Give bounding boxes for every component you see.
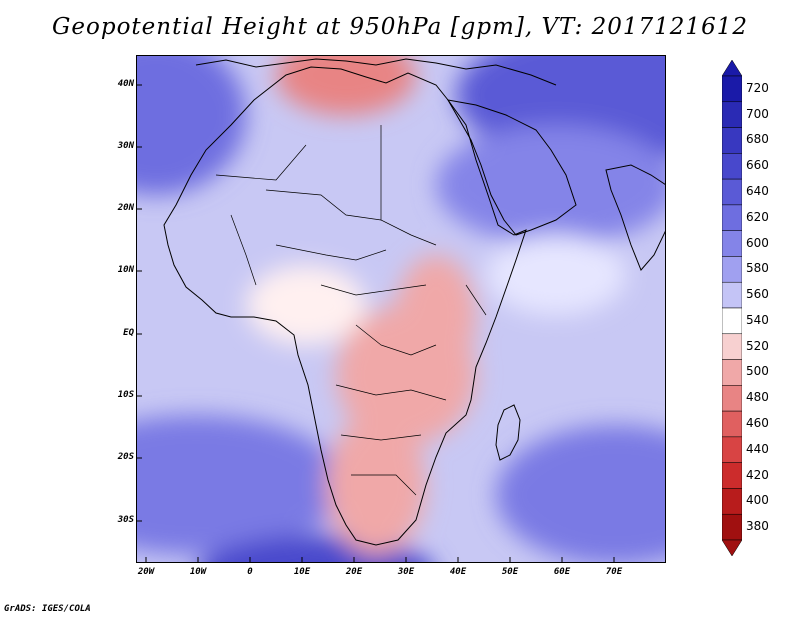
colorbar-top-arrow (722, 60, 742, 77)
colorbar-swatch (722, 333, 742, 360)
colorbar-label: 540 (746, 312, 769, 327)
madagascar-outline (495, 404, 521, 461)
colorbar-swatch (722, 75, 742, 103)
colorbar-label: 640 (746, 184, 769, 198)
chart-title: Geopotential Height at 950hPa [gpm], VT:… (52, 14, 748, 40)
lon-label-70e: 70E (605, 567, 623, 577)
colorbar-swatch (722, 153, 742, 180)
high-northwest (136, 55, 246, 195)
colorbar-label: 380 (746, 519, 769, 534)
colorbar-swatch (722, 101, 742, 128)
colorbar-swatch (722, 178, 742, 206)
lat-label-40n: 40N (117, 79, 134, 89)
lon-label-30e: 30E (397, 567, 415, 577)
colorbar-label: 460 (746, 416, 769, 430)
colorbar-swatch (722, 204, 742, 231)
lat-label-eq: EQ (123, 328, 134, 338)
colorbar-label: 600 (746, 235, 769, 250)
colorbar-label: 480 (746, 390, 769, 405)
lon-label-20e: 20E (345, 567, 363, 577)
high-mideast (436, 125, 666, 245)
colorbar-swatch (722, 513, 742, 541)
low-arabian-sea (486, 235, 626, 315)
colorbar-swatch (722, 127, 742, 154)
map-frame (136, 55, 666, 563)
colorbar-swatch (722, 385, 742, 412)
india-outline (605, 164, 666, 271)
lat-label-20n: 20N (117, 203, 134, 213)
colorbar-swatch (722, 488, 742, 515)
colorbar-label: 700 (746, 106, 769, 121)
colorbar-label: 400 (746, 493, 769, 508)
low-east-africa (396, 255, 476, 375)
colorbar-swatch (722, 359, 742, 386)
lat-label-20s: 20S (117, 452, 134, 462)
grads-credit: GrADS: IGES/COLA (4, 604, 91, 614)
lon-label-10w: 10W (189, 567, 207, 577)
colorbar-label: 560 (746, 287, 769, 302)
colorbar-bottom-arrow (722, 539, 742, 556)
colorbar-label: 580 (746, 261, 769, 276)
low-west-africa (246, 265, 366, 345)
colorbar-label: 620 (746, 209, 769, 224)
colorbar-swatch (722, 230, 742, 257)
colorbar-swatch (722, 436, 742, 463)
lon-label-40e: 40E (449, 567, 467, 577)
low-southern-africa (326, 415, 426, 555)
high-se-indian (496, 425, 666, 563)
europe-coastline (195, 58, 557, 86)
colorbar-label: 500 (746, 364, 769, 379)
lon-label-20w: 20W (137, 567, 155, 577)
lat-label-30n: 30N (117, 141, 134, 151)
lon-label-50e: 50E (501, 567, 519, 577)
colorbar-label: 440 (746, 441, 769, 456)
colorbar-label: 660 (746, 158, 769, 173)
map-panel (136, 55, 666, 563)
colorbar (722, 60, 742, 556)
lat-label-10n: 10N (117, 265, 134, 275)
low-mediterranean (276, 55, 416, 115)
lon-label-10e: 10E (293, 567, 311, 577)
colorbar-swatch (722, 307, 742, 335)
colorbar-label: 420 (746, 467, 769, 482)
axis-ticks (136, 84, 615, 563)
colorbar-swatch (722, 281, 742, 309)
colorbar-label: 520 (746, 338, 769, 353)
arabia-outline (447, 99, 577, 236)
colorbar-swatch (722, 410, 742, 438)
colorbar-label: 680 (746, 132, 769, 147)
lon-label-0: 0 (247, 567, 253, 577)
lat-label-30s: 30S (117, 515, 134, 525)
country-borders (215, 125, 487, 496)
high-sw-atlantic (136, 415, 346, 555)
colorbar-swatch (722, 462, 742, 489)
colorbar-label: 720 (746, 80, 769, 95)
colorbar-swatch (722, 256, 742, 283)
lon-label-60e: 60E (553, 567, 571, 577)
lat-label-10s: 10S (117, 390, 134, 400)
